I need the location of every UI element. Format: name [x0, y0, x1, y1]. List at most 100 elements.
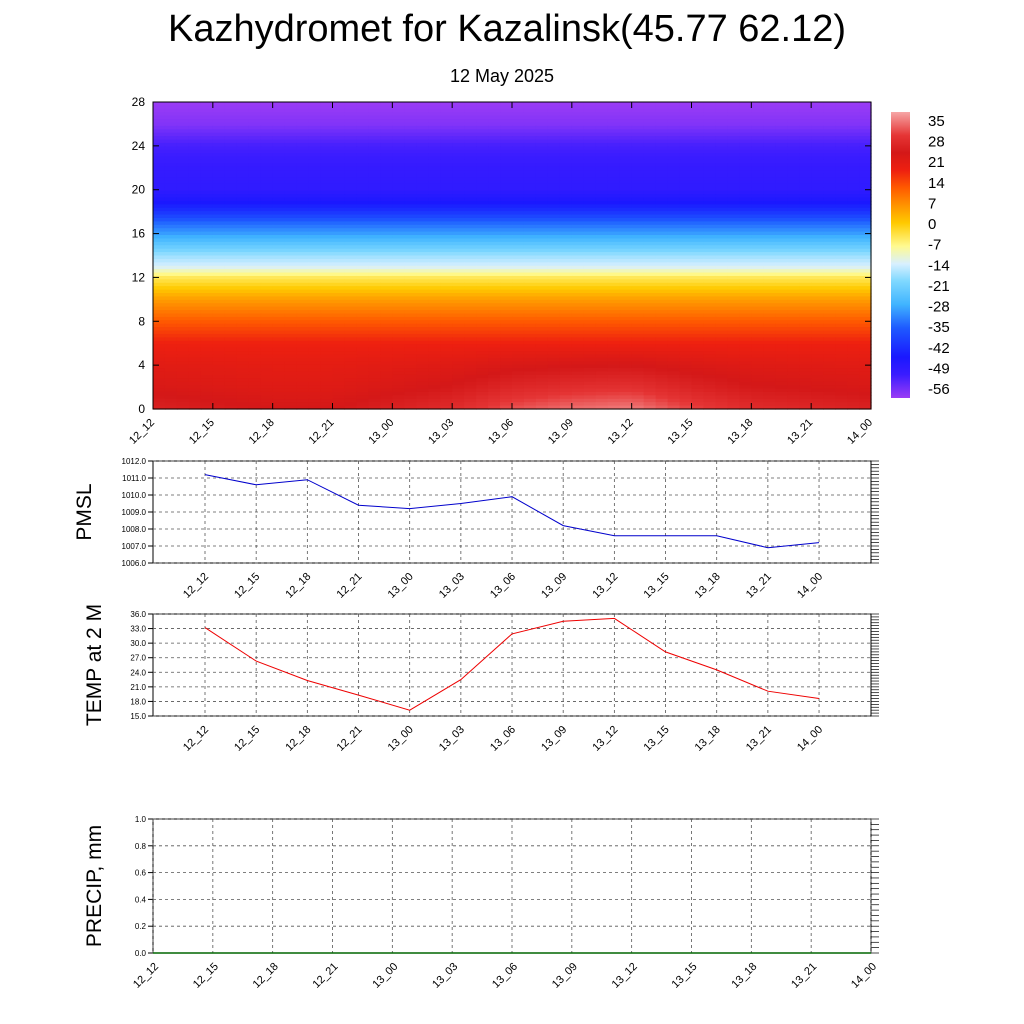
heat-cell: [559, 344, 573, 349]
heat-cell: [547, 252, 561, 257]
heat-cell: [476, 183, 489, 188]
heat-cell: [739, 286, 752, 291]
heat-cell: [571, 252, 585, 257]
heat-cell: [512, 190, 525, 195]
heat-cell: [691, 303, 705, 308]
heat-cell: [631, 323, 645, 328]
heat-cell: [368, 248, 381, 253]
heat-cell: [428, 228, 441, 233]
heat-cell: [559, 333, 573, 338]
heat-cell: [655, 381, 669, 386]
heat-cell: [547, 159, 561, 164]
heat-cell: [476, 211, 489, 216]
heat-cell: [452, 231, 465, 236]
heat-cell: [272, 187, 286, 192]
heat-cell: [176, 299, 190, 304]
heat-cell: [643, 289, 657, 294]
heat-cell: [428, 340, 441, 345]
heat-cell: [296, 207, 310, 212]
heat-cell: [703, 112, 717, 117]
heat-cell: [763, 224, 776, 229]
heat-cell: [248, 122, 262, 127]
heat-cell: [236, 258, 250, 263]
heat-cell: [428, 327, 441, 332]
heat-cell: [272, 347, 286, 352]
heat-cell: [272, 361, 286, 366]
heat-cell: [488, 344, 501, 349]
heat-cell: [739, 122, 752, 127]
heat-cell: [703, 235, 717, 240]
heat-cell: [476, 149, 489, 154]
heat-cell: [607, 139, 621, 144]
heat-cell: [512, 200, 525, 205]
heat-cell: [859, 265, 872, 270]
heat-cell: [200, 180, 214, 185]
heat-cell: [619, 166, 633, 171]
heat-cell: [200, 340, 214, 345]
heat-cell: [559, 296, 573, 301]
heat-cell: [739, 245, 752, 250]
heat-cell: [811, 235, 824, 240]
heat-cell: [619, 211, 633, 216]
heat-cell: [200, 159, 214, 164]
heat-cell: [344, 177, 358, 182]
heat-cell: [153, 361, 166, 366]
heat-cell: [416, 265, 429, 270]
heat-cell: [655, 275, 669, 280]
heat-cell: [356, 132, 369, 137]
heat-cell: [440, 146, 453, 151]
heat-cell: [703, 381, 717, 386]
heat-cell: [200, 197, 214, 202]
heat-cell: [416, 183, 429, 188]
heat-cell: [428, 279, 441, 284]
heat-cell: [236, 180, 250, 185]
heat-cell: [535, 371, 549, 376]
heat-cell: [512, 265, 525, 270]
heat-cell: [236, 156, 250, 161]
heat-cell: [488, 156, 501, 161]
heat-cell: [751, 149, 764, 154]
heat-cell: [667, 200, 681, 205]
heat-cell: [739, 112, 752, 117]
heat-cell: [811, 156, 824, 161]
heat-cell: [595, 272, 609, 277]
heat-cell: [667, 177, 681, 182]
heat-cell: [368, 330, 381, 335]
heat-cell: [679, 207, 693, 212]
heat-cell: [404, 102, 417, 107]
heat-cell: [691, 258, 705, 263]
heat-cell: [404, 204, 417, 209]
heat-cell: [392, 146, 405, 151]
heat-cell: [583, 320, 597, 325]
heat-cell: [176, 170, 190, 175]
heat-cell: [787, 153, 800, 158]
heat-cell: [559, 320, 573, 325]
heat-cell: [847, 170, 860, 175]
heat-cell: [368, 102, 381, 107]
heat-cell: [631, 258, 645, 263]
heat-cell: [763, 255, 776, 260]
heat-cell: [691, 364, 705, 369]
heat-cell: [631, 293, 645, 298]
heat-cell: [153, 316, 166, 321]
heat-cell: [859, 344, 872, 349]
heat-cell: [512, 139, 525, 144]
heat-cell: [284, 112, 298, 117]
heat-cell: [284, 374, 298, 379]
heat-cell: [547, 200, 561, 205]
heat-cell: [176, 364, 190, 369]
heat-cell: [464, 374, 477, 379]
heat-cell: [607, 112, 621, 117]
heat-cell: [356, 241, 369, 246]
heat-cell: [715, 194, 728, 199]
heat-cell: [775, 333, 788, 338]
heat-cell: [535, 241, 549, 246]
heat-cell: [619, 207, 633, 212]
heat-cell: [176, 275, 190, 280]
heat-cell: [715, 235, 728, 240]
heat-cell: [595, 194, 609, 199]
heat-cell: [595, 200, 609, 205]
heat-cell: [775, 112, 788, 117]
heat-cell: [416, 173, 429, 178]
